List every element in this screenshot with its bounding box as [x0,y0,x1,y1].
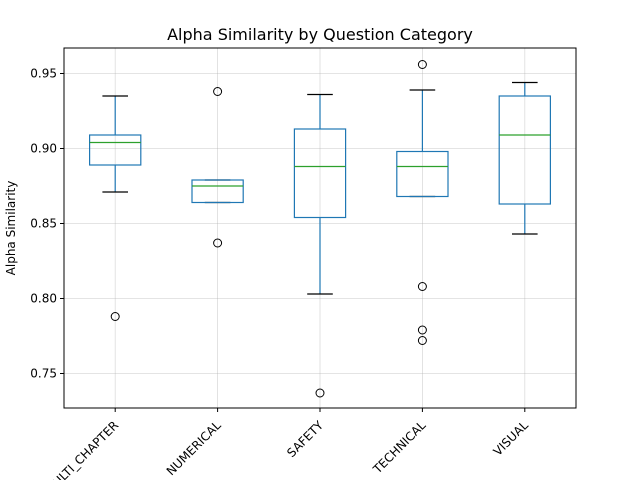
y-tick-label: 0.90 [30,142,57,156]
box-group [396,60,449,345]
y-tick-label: 0.80 [30,292,57,306]
outlier-point [417,325,427,335]
x-tick-label: MULTI_CHAPTER [43,418,122,480]
y-axis-label: Alpha Similarity [4,181,18,276]
box [191,179,244,204]
x-tick-label: NUMERICAL [164,418,224,478]
y-tick-label: 0.85 [30,217,57,231]
outlier-point [417,336,427,345]
box-group [191,87,244,248]
boxes [88,60,552,398]
outlier-point [110,312,120,321]
outlier-point [417,282,427,291]
outlier-point [315,388,325,398]
y-axis: 0.75 0.80 0.85 0.90 0.95 [30,67,64,381]
box [396,150,449,198]
chart-title: Alpha Similarity by Question Category [167,25,473,44]
x-tick-label: SAFETY [284,418,326,460]
x-tick-label: TECHNICAL [370,418,429,477]
box [293,128,347,219]
plot-frame [63,47,577,409]
box-group [293,93,347,398]
outlier-point [213,238,223,248]
y-tick-label: 0.75 [30,367,57,381]
outlier-point [417,60,427,69]
y-tick-label: 0.95 [30,67,57,81]
box [498,95,552,205]
x-tick-label: VISUAL [491,418,532,459]
box-group [498,81,552,235]
outlier-point [213,87,223,96]
box [88,134,142,166]
x-axis: MULTI_CHAPTER NUMERICAL SAFETY TECHNICAL VIS… [43,408,531,480]
box-group [88,95,142,321]
